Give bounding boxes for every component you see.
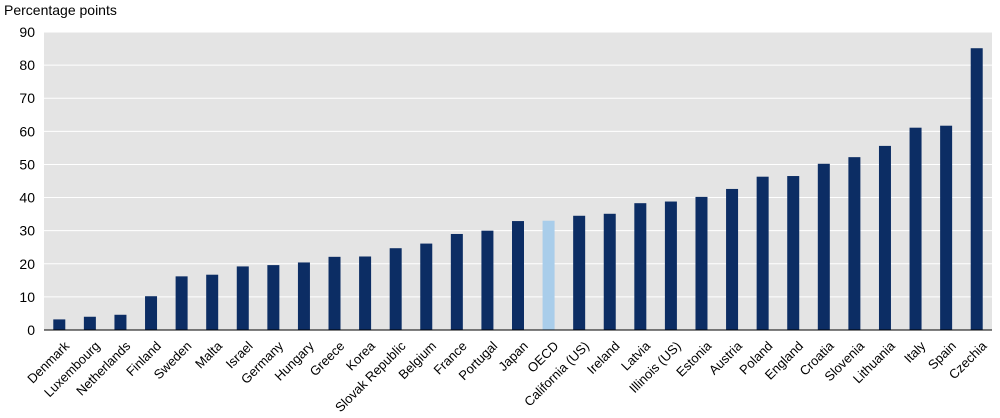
bar-slovak-republic bbox=[389, 248, 402, 330]
bar-illinois-us bbox=[664, 201, 677, 330]
x-tick-label: Estonia bbox=[673, 338, 715, 380]
bar-italy bbox=[909, 127, 922, 331]
bar-croatia bbox=[817, 163, 830, 330]
y-tick-label: 80 bbox=[19, 57, 35, 73]
bar-finland bbox=[145, 296, 158, 330]
bar-poland bbox=[756, 176, 769, 330]
bar-lithuania bbox=[878, 145, 891, 330]
bar-israel bbox=[236, 266, 249, 330]
bar-california-us bbox=[573, 215, 586, 330]
y-tick-label: 0 bbox=[27, 322, 35, 338]
bar-latvia bbox=[634, 203, 647, 330]
bar-korea bbox=[359, 256, 372, 330]
y-tick-label: 90 bbox=[19, 24, 35, 40]
bar-germany bbox=[267, 265, 280, 330]
bars bbox=[53, 48, 983, 331]
bar-czechia bbox=[970, 48, 983, 330]
y-tick-label: 30 bbox=[19, 223, 35, 239]
y-tick-label: 50 bbox=[19, 156, 35, 172]
bar-oecd bbox=[542, 220, 555, 330]
x-tick-label: Ireland bbox=[584, 338, 623, 377]
y-tick-label: 10 bbox=[19, 289, 35, 305]
y-tick-label: 60 bbox=[19, 123, 35, 139]
y-axis-title: Percentage points bbox=[4, 2, 117, 18]
bar-sweden bbox=[175, 276, 188, 330]
bar-estonia bbox=[695, 196, 708, 330]
x-tick-label: Greece bbox=[307, 338, 348, 379]
bar-ireland bbox=[603, 213, 616, 330]
bar-denmark bbox=[53, 319, 66, 330]
bar-greece bbox=[328, 256, 341, 330]
bar-england bbox=[787, 176, 800, 330]
bar-netherlands bbox=[114, 314, 127, 330]
x-tick-label: Japan bbox=[495, 338, 531, 374]
y-tick-label: 70 bbox=[19, 90, 35, 106]
bar-malta bbox=[206, 274, 219, 330]
bar-france bbox=[450, 233, 463, 330]
y-tick-label: 20 bbox=[19, 256, 35, 272]
bar-slovenia bbox=[848, 157, 861, 330]
bar-portugal bbox=[481, 230, 494, 330]
y-tick-label: 40 bbox=[19, 190, 35, 206]
bar-luxembourg bbox=[83, 316, 96, 330]
bar-japan bbox=[512, 221, 524, 330]
bar-hungary bbox=[297, 262, 310, 330]
y-axis-ticks: 0 10 20 30 40 50 60 70 80 90 bbox=[19, 24, 35, 338]
x-tick-label: Malta bbox=[192, 338, 226, 372]
x-axis-labels: DenmarkLuxembourgNetherlandsFinlandSwede… bbox=[24, 338, 990, 415]
bar-spain bbox=[940, 125, 953, 331]
x-tick-label: Austria bbox=[706, 338, 746, 378]
bar-belgium bbox=[420, 243, 433, 330]
bar-austria bbox=[726, 188, 739, 330]
